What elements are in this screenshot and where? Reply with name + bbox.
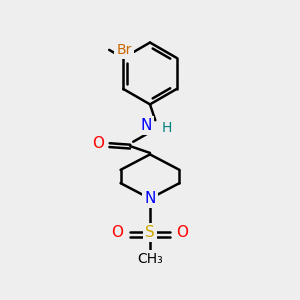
Text: CH₃: CH₃	[137, 252, 163, 266]
Text: O: O	[92, 136, 104, 151]
Text: O: O	[112, 225, 124, 240]
Text: Br: Br	[117, 43, 132, 57]
Text: S: S	[145, 225, 155, 240]
Text: O: O	[176, 225, 188, 240]
Text: N: N	[144, 191, 156, 206]
Text: H: H	[162, 121, 172, 135]
Text: N: N	[140, 118, 152, 133]
